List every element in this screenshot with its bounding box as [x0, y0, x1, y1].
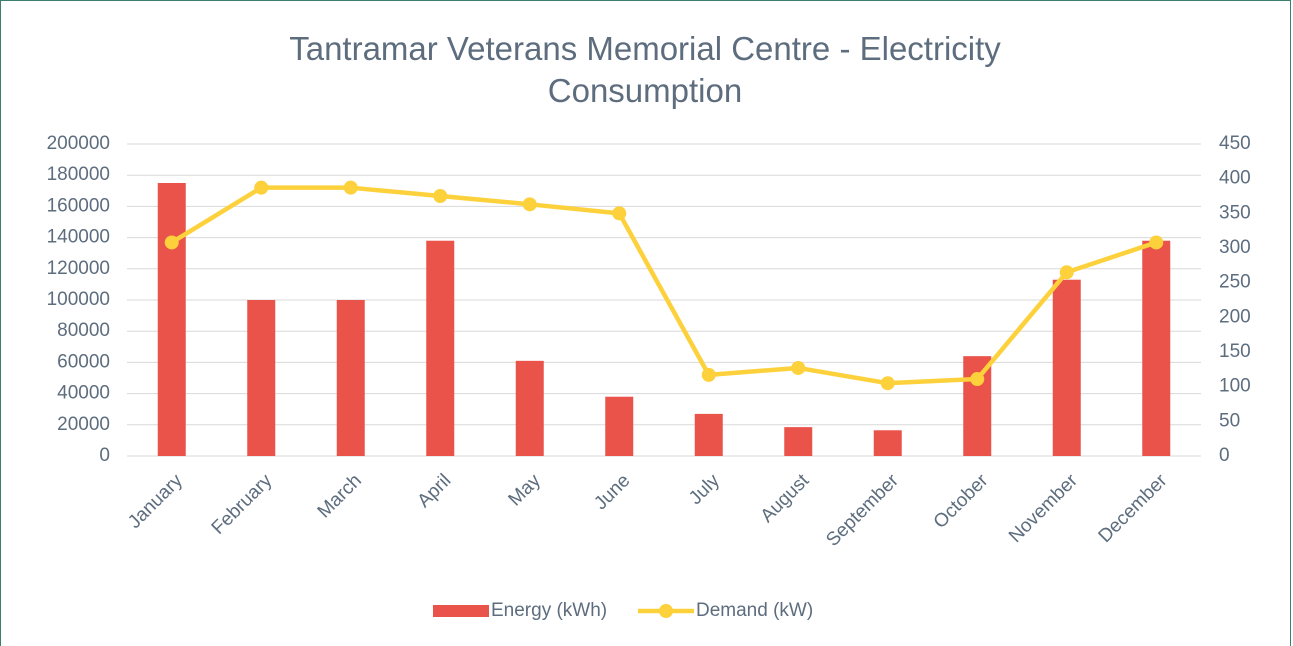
x-tick-label: December [1095, 470, 1172, 547]
x-tick-label: July [685, 470, 724, 509]
legend-label: Energy (kWh) [491, 600, 607, 621]
line-marker [343, 180, 358, 195]
y2-tick-label: 100 [1219, 376, 1251, 397]
bar [426, 240, 455, 456]
y2-tick-label: 350 [1219, 202, 1251, 223]
x-tick-label: February [208, 470, 277, 539]
line-marker [970, 372, 985, 387]
chart-title: Tantramar Veterans Memorial Centre - Ele… [289, 30, 1001, 109]
y2-tick-label: 400 [1219, 168, 1251, 189]
y2-tick-label: 450 [1219, 133, 1251, 154]
y2-tick-label: 300 [1219, 237, 1251, 258]
x-tick-label: April [414, 470, 456, 512]
y-tick-label: 100000 [47, 289, 110, 310]
line-marker [612, 206, 627, 221]
bar [605, 396, 634, 456]
bar [963, 356, 992, 456]
bar [873, 430, 902, 456]
line [170, 185, 1157, 386]
y-tick-label: 40000 [57, 383, 110, 404]
y-tick-label: 0 [99, 445, 110, 466]
y2-tick-label: 250 [1219, 272, 1251, 293]
bar [784, 427, 813, 456]
line-marker [164, 235, 179, 250]
y2-tick-label: 0 [1219, 445, 1230, 466]
bar [157, 183, 186, 456]
x-tick-label: August [757, 470, 814, 527]
y-tick-label: 60000 [57, 351, 110, 372]
x-tick-label: March [314, 470, 366, 522]
line-marker [522, 197, 537, 212]
x-tick-label: June [590, 470, 634, 514]
legend-swatch [433, 605, 489, 617]
y-tick-label: 160000 [47, 195, 110, 216]
legend-swatch-marker [659, 604, 673, 618]
bar [694, 413, 723, 456]
y-tick-label: 180000 [47, 164, 110, 185]
bar [336, 300, 365, 456]
line-marker [880, 376, 895, 391]
y-tick-label: 80000 [57, 320, 110, 341]
line-marker [254, 180, 269, 195]
y2-tick-label: 200 [1219, 306, 1251, 327]
x-tick-label: May [505, 470, 546, 511]
y-tick-label: 200000 [47, 133, 110, 154]
x-tick-label: November [1005, 470, 1082, 547]
bar [247, 300, 276, 456]
x-tick-label: January [124, 470, 187, 533]
x-tick-label: October [930, 470, 993, 533]
line-marker [791, 360, 806, 375]
line-marker [701, 367, 716, 382]
y-tick-label: 140000 [47, 227, 110, 248]
x-tick-label: September [822, 470, 903, 551]
line-marker [1149, 235, 1164, 250]
bar [1052, 279, 1081, 456]
legend-label: Demand (kW) [696, 600, 813, 621]
y-tick-label: 120000 [47, 258, 110, 279]
line-marker [1059, 265, 1074, 280]
y2-tick-label: 50 [1219, 410, 1240, 431]
line-marker [433, 189, 448, 203]
y2-tick-label: 150 [1219, 341, 1251, 362]
y-tick-label: 20000 [57, 414, 110, 435]
bar [515, 360, 544, 456]
bar [1142, 240, 1171, 456]
